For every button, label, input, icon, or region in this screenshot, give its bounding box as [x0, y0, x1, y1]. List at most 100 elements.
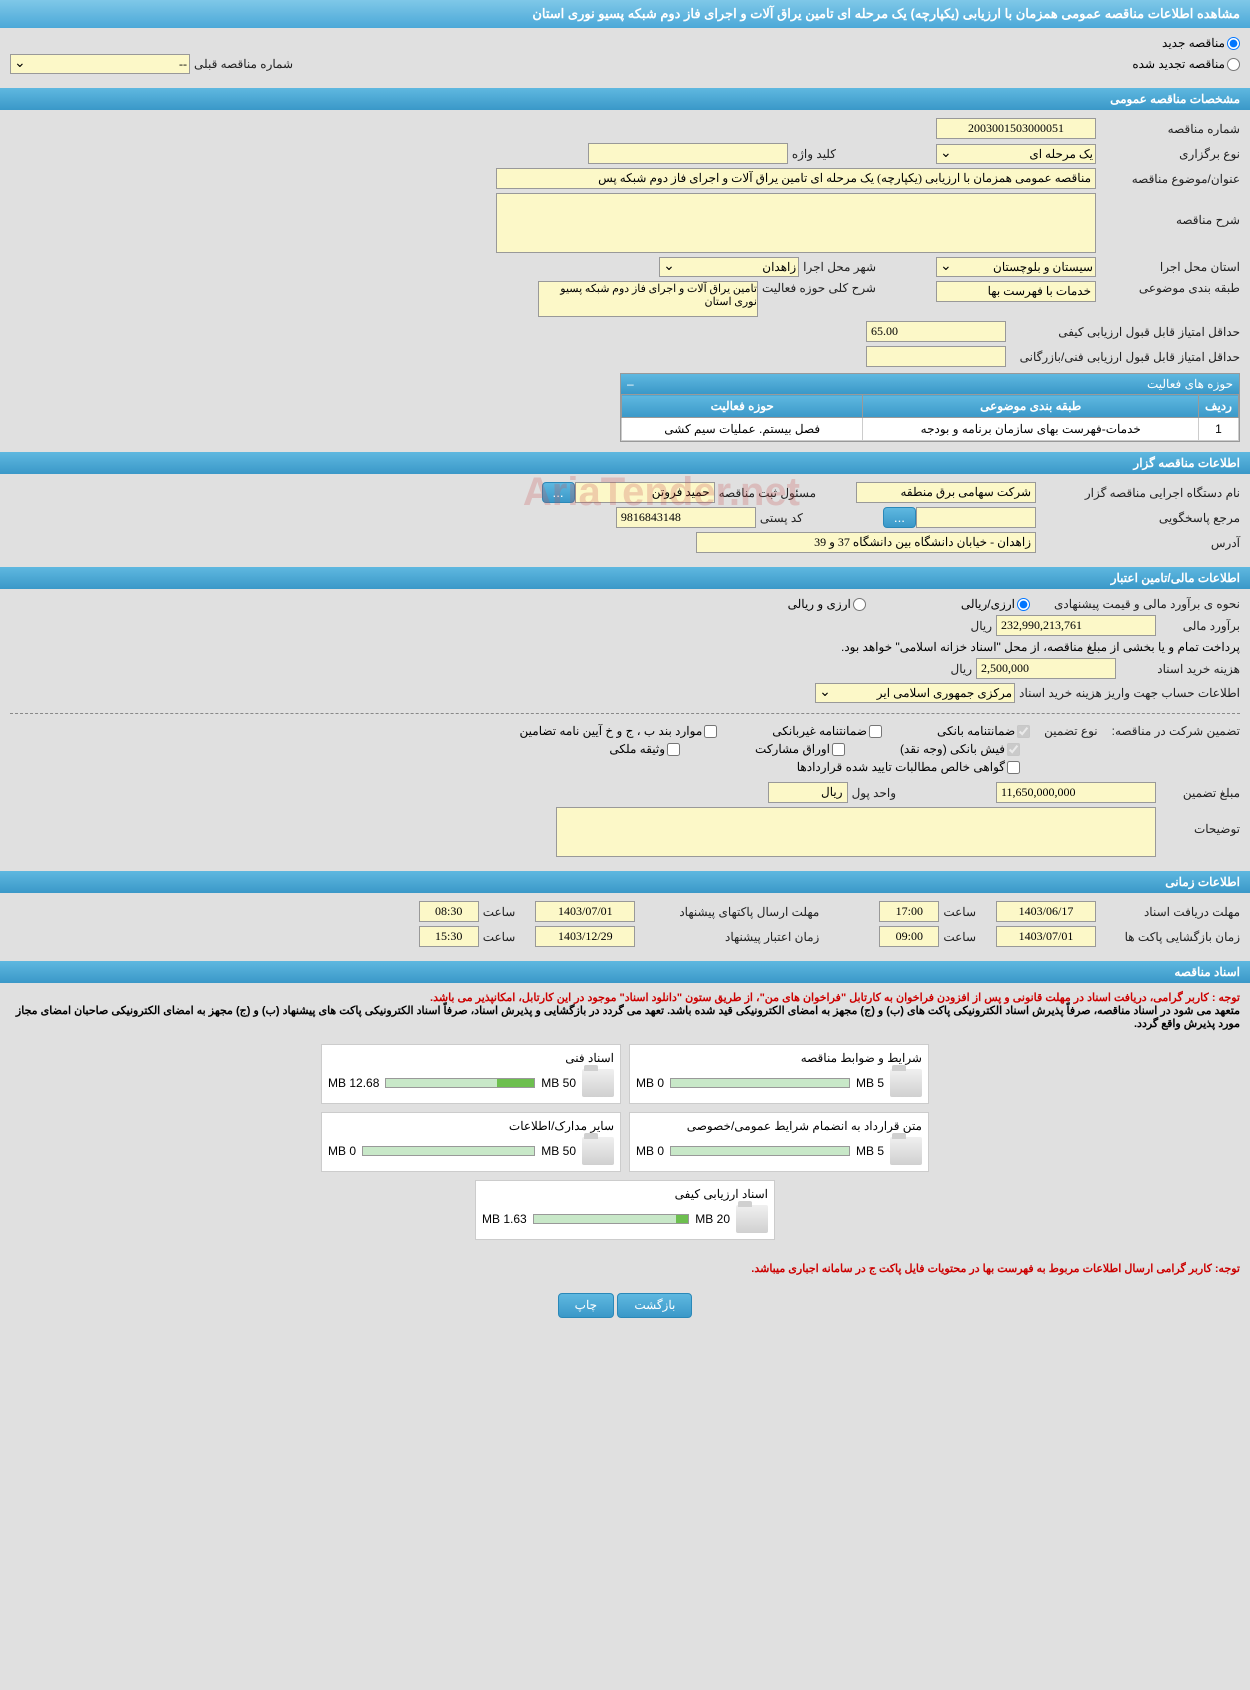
address-input[interactable] — [696, 532, 1036, 553]
responsible-input[interactable] — [575, 482, 715, 503]
chk-bonds[interactable] — [832, 743, 845, 756]
table-row: 1خدمات-فهرست بهای سازمان برنامه و بودجهف… — [622, 418, 1239, 441]
back-button[interactable]: بازگشت — [617, 1293, 692, 1318]
response-ref-input[interactable] — [916, 507, 1036, 528]
estimate-input[interactable] — [996, 615, 1156, 636]
chk-bank-guarantee-label: ضمانتنامه بانکی — [937, 724, 1015, 738]
responsible-label: مسئول ثبت مناقصه — [719, 486, 816, 500]
chk-items-bpjh[interactable] — [704, 725, 717, 738]
activity-desc-textarea[interactable]: تامین یراق آلات و اجرای فاز دوم شبکه پسی… — [538, 281, 758, 317]
opening-time[interactable] — [879, 926, 939, 947]
col-activity: حوزه فعالیت — [622, 395, 863, 418]
province-select[interactable]: سیستان و بلوچستان — [936, 257, 1096, 277]
subject-label: عنوان/موضوع مناقصه — [1100, 172, 1240, 186]
file-total: 50 MB — [541, 1144, 576, 1158]
chk-bonds-label: اوراق مشارکت — [755, 742, 830, 756]
progress-bar — [670, 1146, 850, 1156]
section-organizer: اطلاعات مناقصه گزار — [0, 452, 1250, 474]
tender-number-input[interactable] — [936, 118, 1096, 139]
collapse-icon[interactable]: – — [627, 377, 634, 391]
validity-date[interactable] — [535, 926, 635, 947]
estimate-label: برآورد مالی — [1160, 619, 1240, 633]
account-select[interactable]: مرکزی جمهوری اسلامی ایر — [815, 683, 1015, 703]
prev-number-select[interactable]: -- — [10, 54, 190, 74]
chk-nonbank-guarantee[interactable] — [869, 725, 882, 738]
category-input[interactable] — [936, 281, 1096, 302]
file-used: 0 MB — [636, 1076, 664, 1090]
file-total: 5 MB — [856, 1144, 884, 1158]
responsible-browse-button[interactable]: ... — [542, 482, 575, 503]
renewed-tender-radio[interactable] — [1227, 58, 1240, 71]
chk-receivables-label: گواهی خالص مطالبات تایید شده قراردادها — [797, 760, 1005, 774]
currency-radio[interactable] — [853, 598, 866, 611]
validity-label: زمان اعتبار پیشنهاد — [639, 930, 819, 944]
min-quality-input[interactable] — [866, 321, 1006, 342]
subject-input[interactable] — [496, 168, 1096, 189]
new-tender-radio[interactable] — [1227, 37, 1240, 50]
file-box[interactable]: متن قرارداد به انضمام شرایط عمومی/خصوصی … — [629, 1112, 929, 1172]
response-ref-label: مرجع پاسخگویی — [1040, 511, 1240, 525]
type-select[interactable]: یک مرحله ای — [936, 144, 1096, 164]
validity-time[interactable] — [419, 926, 479, 947]
currency-label: ارزی و ریالی — [788, 597, 851, 611]
submit-deadline-date[interactable] — [535, 901, 635, 922]
city-select[interactable]: زاهدان — [659, 257, 799, 277]
time-label-1: ساعت — [943, 905, 976, 919]
doc-cost-label: هزینه خرید اسناد — [1120, 662, 1240, 676]
notes-textarea[interactable] — [556, 807, 1156, 857]
guarantee-type-label: نوع تضمین — [1044, 724, 1097, 738]
receipt-deadline-date[interactable] — [996, 901, 1096, 922]
submit-deadline-time[interactable] — [419, 901, 479, 922]
estimate-method-label: نحوه ی برآورد مالی و قیمت پیشنهادی — [1054, 597, 1240, 611]
category-label: طبقه بندی موضوعی — [1100, 281, 1240, 295]
section-general: مشخصات مناقصه عمومی — [0, 88, 1250, 110]
opening-date[interactable] — [996, 926, 1096, 947]
receipt-deadline-time[interactable] — [879, 901, 939, 922]
doc-cost-input[interactable] — [976, 658, 1116, 679]
currency-unit-input[interactable] — [768, 782, 848, 803]
progress-bar — [533, 1214, 690, 1224]
type-label: نوع برگزاری — [1100, 147, 1240, 161]
org-input[interactable] — [856, 482, 1036, 503]
chk-bank-receipt-label: فیش بانکی (وجه نقد) — [900, 742, 1005, 756]
time-label-3: ساعت — [943, 930, 976, 944]
min-quality-label: حداقل امتیاز قابل قبول ارزیابی کیفی — [1010, 325, 1240, 339]
progress-bar — [385, 1078, 535, 1088]
file-box[interactable]: اسناد فنی 50 MB 12.68 MB — [321, 1044, 621, 1104]
unit-rial-1: ریال — [970, 619, 992, 633]
description-textarea[interactable] — [496, 193, 1096, 253]
file-box[interactable]: شرایط و ضوابط مناقصه 5 MB 0 MB — [629, 1044, 929, 1104]
section-documents: اسناد مناقصه — [0, 961, 1250, 983]
activity-desc-label: شرح کلی حوزه فعالیت — [762, 281, 876, 295]
chk-bank-guarantee[interactable] — [1017, 725, 1030, 738]
new-tender-label: مناقصه جدید — [1162, 36, 1225, 50]
province-label: استان محل اجرا — [1100, 260, 1240, 274]
file-title: اسناد فنی — [328, 1051, 614, 1065]
postal-input[interactable] — [616, 507, 756, 528]
file-total: 20 MB — [695, 1212, 730, 1226]
receipt-deadline-label: مهلت دریافت اسناد — [1100, 905, 1240, 919]
guarantee-amount-input[interactable] — [996, 782, 1156, 803]
postal-label: کد پستی — [760, 511, 803, 525]
chk-property-label: وثیقه ملکی — [609, 742, 665, 756]
response-ref-browse-button[interactable]: ... — [883, 507, 916, 528]
time-label-2: ساعت — [483, 905, 516, 919]
chk-receivables[interactable] — [1007, 761, 1020, 774]
file-box[interactable]: اسناد ارزیابی کیفی 20 MB 1.63 MB — [475, 1180, 775, 1240]
rial-radio[interactable] — [1017, 598, 1030, 611]
keyword-input[interactable] — [588, 143, 788, 164]
address-label: آدرس — [1040, 536, 1240, 550]
doc-note-2: متعهد می شود در اسناد مناقصه، صرفاً پذیر… — [10, 1004, 1240, 1030]
min-tech-label: حداقل امتیاز قابل قبول ارزیابی فنی/بازرگ… — [1010, 350, 1240, 364]
description-label: شرح مناقصه — [1100, 193, 1240, 227]
activities-table: ردیف طبقه بندی موضوعی حوزه فعالیت 1خدمات… — [621, 394, 1239, 441]
file-box[interactable]: سایر مدارک/اطلاعات 50 MB 0 MB — [321, 1112, 621, 1172]
min-tech-input[interactable] — [866, 346, 1006, 367]
time-label-4: ساعت — [483, 930, 516, 944]
print-button[interactable]: چاپ — [558, 1293, 614, 1318]
page-title: مشاهده اطلاعات مناقصه عمومی همزمان با ار… — [0, 0, 1250, 28]
prev-number-label: شماره مناقصه قبلی — [194, 57, 293, 71]
chk-bank-receipt[interactable] — [1007, 743, 1020, 756]
keyword-label: کلید واژه — [792, 147, 836, 161]
chk-property[interactable] — [667, 743, 680, 756]
